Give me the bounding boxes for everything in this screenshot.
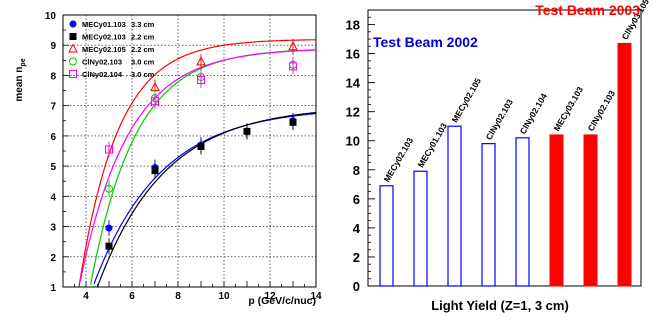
data-point [289, 118, 297, 126]
fit-curve [96, 111, 317, 288]
left-y-axis-label-main: mean n [14, 67, 25, 102]
data-point [289, 62, 297, 71]
bar-label: MECy02.105 [450, 76, 484, 124]
y-tick-label: 2 [353, 250, 360, 265]
data-point [105, 145, 113, 154]
y-tick-label: 16 [346, 47, 360, 62]
y-tick-label: 8 [50, 71, 56, 82]
fit-curve [93, 112, 317, 285]
y-tick-label: 1 [50, 283, 56, 294]
bar [583, 134, 598, 287]
fit-curve [78, 39, 316, 287]
data-point [288, 41, 298, 51]
x-tick-label: 8 [175, 291, 181, 302]
fit-curve [90, 49, 316, 286]
legend-entry-size: 3.0 cm [131, 58, 155, 67]
legend-entry-size: 3.3 cm [131, 20, 155, 29]
legend-entry-name: MECy02.105 [82, 45, 126, 54]
data-point [69, 57, 77, 66]
right-ticks: 0 2 4 6 8 10 12 14 16 18 [346, 16, 375, 294]
bar-label: ClNy02.103 [484, 97, 515, 142]
y-tick-label: 6 [353, 192, 360, 207]
data-point [105, 224, 113, 232]
left-data-points [105, 38, 298, 255]
left-fit-curves [78, 39, 317, 288]
y-tick-label: 9 [50, 41, 56, 52]
x-tick-label: 6 [129, 291, 135, 302]
legend-test-beam-2002: Test Beam 2002 [373, 34, 478, 50]
bar [447, 125, 462, 287]
data-point [151, 97, 159, 106]
y-tick-label: 12 [346, 105, 360, 120]
data-point [151, 167, 159, 175]
data-point [196, 56, 206, 66]
y-tick-label: 2 [50, 253, 56, 264]
bar-label: MECy03.103 [552, 85, 586, 133]
x-tick-label: 12 [264, 291, 276, 302]
data-point [69, 20, 77, 28]
data-point [197, 142, 205, 150]
y-tick-label: 14 [346, 76, 361, 91]
legend-test-beam-2003: Test Beam 2003 [535, 2, 640, 18]
data-point [105, 184, 113, 193]
y-tick-label: 8 [353, 163, 360, 178]
bar [413, 170, 428, 287]
data-point [243, 127, 251, 135]
bar-label: MECy02.103 [382, 136, 416, 184]
y-tick-label: 4 [50, 192, 56, 203]
legend-entry-name: MECy01.103 [82, 20, 126, 29]
left-legend: MECy01.103 3.3 cm MECy02.103 2.2 cm MECy02.1… [68, 20, 155, 79]
data-point [105, 242, 113, 250]
left-y-axis-label-sub: pe [20, 58, 27, 66]
x-tick-label: 4 [83, 291, 89, 302]
y-tick-label: 7 [50, 102, 56, 113]
bar [379, 185, 394, 287]
data-point [68, 43, 78, 53]
legend-entry-name: ClNy02.104 [82, 70, 123, 79]
y-tick-label: 5 [50, 162, 56, 173]
data-point [69, 70, 77, 78]
y-tick-label: 0 [353, 279, 360, 294]
y-tick-label: 6 [50, 132, 56, 143]
legend-entry-size: 2.2 cm [131, 45, 155, 54]
data-point [197, 75, 205, 84]
x-tick-label: 10 [218, 291, 230, 302]
legend-entry-size: 2.2 cm [131, 33, 155, 42]
y-tick-label: 10 [45, 11, 57, 22]
left-x-axis-label: p (GeV/c/nuc) [248, 295, 316, 307]
y-tick-label: 10 [346, 134, 360, 149]
bar [515, 137, 530, 287]
fit-curve [79, 49, 317, 282]
legend-entry-name: ClNy02.103 [82, 58, 122, 67]
y-tick-label: 4 [353, 221, 361, 236]
bar-label: ClNy02.104 [518, 91, 549, 136]
right-x-axis-label: Light Yield (Z=1, 3 cm) [431, 298, 569, 313]
y-tick-label: 18 [346, 18, 360, 33]
bar-label: MECy01.103 [416, 121, 450, 169]
bar [549, 134, 564, 287]
legend-entry-size: 3.0 cm [131, 70, 155, 79]
bar [617, 42, 632, 287]
data-point [69, 33, 77, 40]
bar [481, 143, 496, 287]
y-tick-label: 3 [50, 223, 56, 234]
legend-entry-name: MECy02.103 [82, 33, 126, 42]
right-bars [379, 42, 632, 287]
left-y-axis-label: mean npe [14, 58, 27, 101]
bar-label: ClNy02.103 [586, 88, 617, 133]
x-tick-label: 14 [310, 291, 322, 302]
